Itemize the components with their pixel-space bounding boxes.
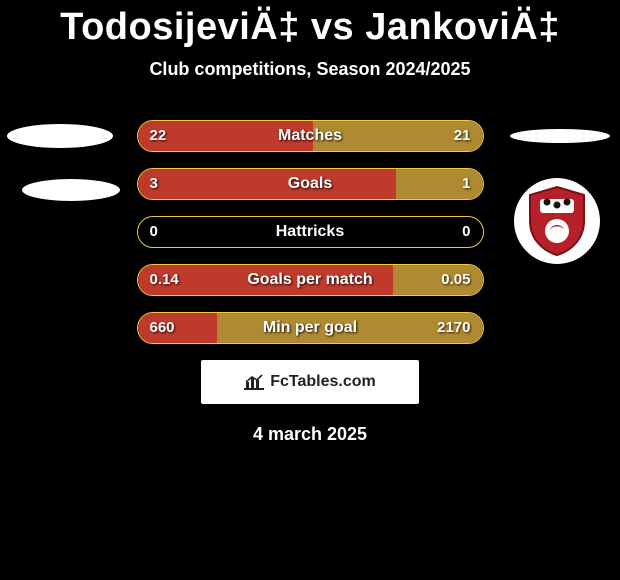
stat-label: Goals [138,169,483,199]
brand-text: FcTables.com [270,373,376,391]
page-title: TodosijeviÄ‡ vs JankoviÄ‡ [0,0,620,49]
comparison-card: TodosijeviÄ‡ vs JankoviÄ‡ Club competiti… [0,0,620,580]
stat-right-value: 2170 [437,313,470,343]
stat-row-hattricks: 0 Hattricks 0 [137,216,484,248]
stat-label: Matches [138,121,483,151]
page-subtitle: Club competitions, Season 2024/2025 [0,59,620,80]
date-text: 4 march 2025 [0,424,620,445]
brand-box[interactable]: FcTables.com [201,360,419,404]
stat-right-value: 0 [462,217,470,247]
stat-row-goals-per-match: 0.14 Goals per match 0.05 [137,264,484,296]
stat-right-value: 1 [462,169,470,199]
stat-right-value: 21 [454,121,471,151]
stat-label: Hattricks [138,217,483,247]
stat-row-matches: 22 Matches 21 [137,120,484,152]
stat-label: Min per goal [138,313,483,343]
stat-label: Goals per match [138,265,483,295]
bar-chart-icon [244,373,264,391]
stat-right-value: 0.05 [441,265,470,295]
stats-area: 22 Matches 21 3 Goals 1 0 Hattricks 0 0.… [0,120,620,445]
stat-row-goals: 3 Goals 1 [137,168,484,200]
stat-row-min-per-goal: 660 Min per goal 2170 [137,312,484,344]
